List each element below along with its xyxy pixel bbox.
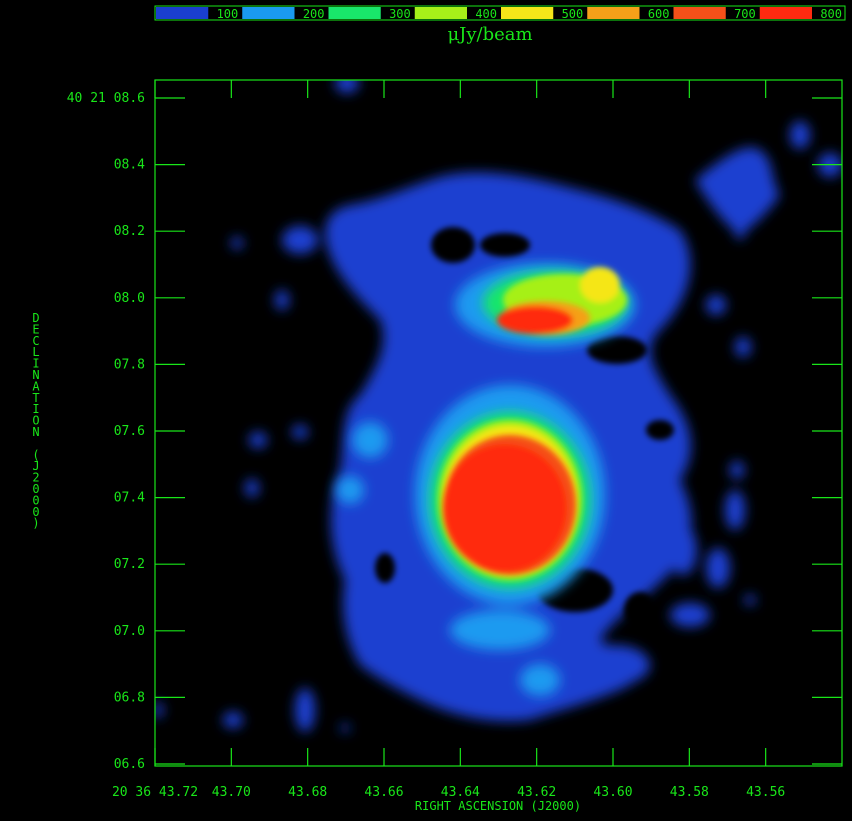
- y-axis-title-char: E: [32, 322, 39, 336]
- emission-holes: [375, 227, 674, 628]
- y-axis-title-char: I: [32, 402, 39, 416]
- y-tick-label: 40 21 08.6: [67, 91, 145, 106]
- y-axis-title-char: 2: [32, 471, 39, 485]
- plot-frame: [154, 79, 843, 767]
- y-tick-label: 08.2: [114, 224, 145, 239]
- y-axis-title-char: D: [32, 311, 39, 325]
- y-tick-labels: 40 21 08.6 08.4 08.2 08.0 07.8 07.6 07.4 07.2 07…: [67, 91, 145, 772]
- colorbar-swatch: [328, 7, 381, 19]
- y-tick-label: 08.0: [114, 291, 145, 306]
- colorbar-bin-label: 200: [303, 7, 325, 21]
- y-tick-label: 07.0: [114, 624, 145, 639]
- colorbar-swatch: [759, 7, 812, 19]
- colorbar-swatch: [501, 7, 554, 19]
- y-tick-label: 06.6: [114, 757, 145, 772]
- x-tick-label: 43.60: [593, 785, 632, 800]
- x-tick-label: 43.68: [288, 785, 327, 800]
- colorbar-bin-label: 500: [562, 7, 584, 21]
- y-tick-label: 06.8: [114, 690, 145, 705]
- colorbar: 100 200 300 400 500 600 700 800: [154, 5, 846, 21]
- colorbar-swatch: [156, 7, 209, 19]
- x-tick-label: 43.58: [670, 785, 709, 800]
- y-tick-label: 07.8: [114, 357, 145, 372]
- x-tick-label: 43.66: [364, 785, 403, 800]
- colorbar-swatch: [242, 7, 295, 19]
- y-axis-title-char: (: [32, 448, 39, 462]
- y-axis-title-char: 0: [32, 482, 39, 496]
- x-tick-label: 43.64: [441, 785, 480, 800]
- y-axis-title-char: O: [32, 414, 39, 428]
- x-tick-label: 43.56: [746, 785, 785, 800]
- axis-ticks: [154, 80, 842, 766]
- colorbar-bin-label: 400: [475, 7, 497, 21]
- y-axis-title-char: T: [32, 391, 39, 405]
- y-axis-title-char: 0: [32, 505, 39, 519]
- colorbar-bin-label: 100: [217, 7, 239, 21]
- y-tick-label: 08.4: [114, 158, 145, 173]
- y-tick-label: 07.4: [114, 491, 145, 506]
- x-tick-label: 43.62: [517, 785, 556, 800]
- colorbar-swatch: [673, 7, 726, 19]
- colorbar-bin-label: 300: [389, 7, 411, 21]
- x-tick-label: 20 36 43.72: [112, 785, 198, 800]
- colorbar-unit-label: μJy/beam: [447, 24, 532, 45]
- y-tick-label: 07.2: [114, 557, 145, 572]
- colorbar-frame: [154, 5, 846, 21]
- colorbar-bin-label: 700: [734, 7, 756, 21]
- emission-core: [443, 301, 590, 575]
- emission-map: [155, 80, 842, 732]
- y-axis-title-char: N: [32, 368, 39, 382]
- colorbar-swatch: [414, 7, 467, 19]
- y-axis-title-char: N: [32, 425, 39, 439]
- x-tick-labels: 20 36 43.72 43.70 43.68 43.66 43.64 43.62 43.6…: [112, 785, 785, 800]
- y-axis-title-char: I: [32, 357, 39, 371]
- colorbar-bin-label: 800: [820, 7, 842, 21]
- x-tick-label: 43.70: [212, 785, 251, 800]
- y-axis-title-char: A: [32, 379, 40, 393]
- x-axis-title: RIGHT ASCENSION (J2000): [415, 799, 581, 813]
- colorbar-bin-label: 600: [648, 7, 670, 21]
- y-axis-title-char: ): [32, 516, 39, 530]
- colorbar-swatch: [587, 7, 640, 19]
- y-tick-label: 07.6: [114, 424, 145, 439]
- y-axis-title-char: 0: [32, 493, 39, 507]
- y-axis-title-char: J: [32, 459, 39, 473]
- y-axis-title-char: C: [32, 334, 39, 348]
- y-axis-title-char: L: [32, 345, 39, 359]
